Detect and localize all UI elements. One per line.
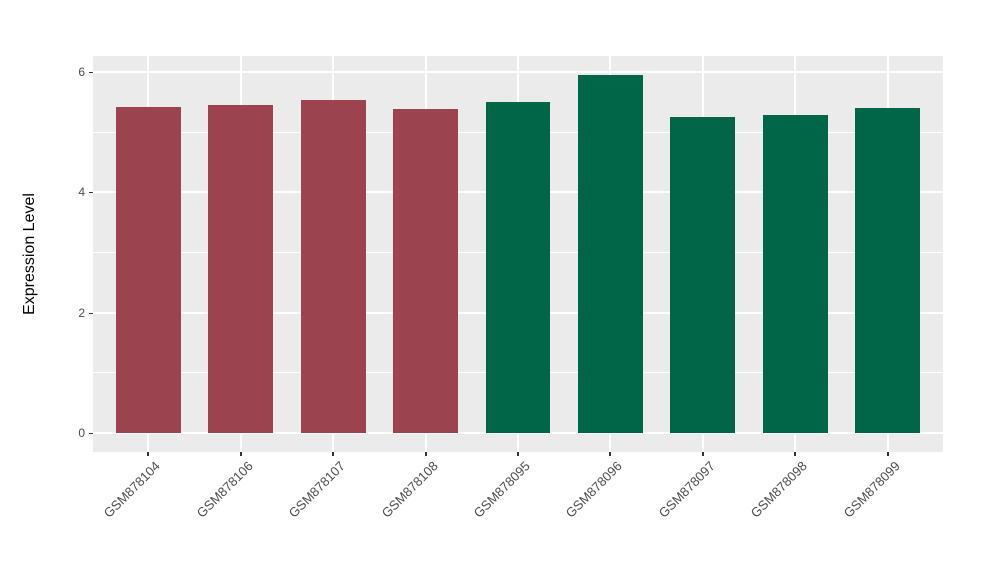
x-tick-mark [147, 452, 150, 456]
plot-panel [93, 56, 943, 452]
bar-GSM878106 [208, 105, 274, 433]
bar-GSM878096 [578, 75, 643, 433]
y-tick-label: 2 [78, 305, 85, 320]
y-tick-mark [89, 192, 93, 194]
x-tick-mark [701, 452, 704, 456]
y-tick-mark [89, 312, 93, 314]
bar-GSM878104 [116, 107, 181, 433]
x-tick-label-GSM878099: GSM878099 [840, 458, 903, 521]
y-tick-label: 4 [78, 185, 85, 200]
bar-GSM878108 [393, 109, 458, 433]
x-tick-label-GSM878097: GSM878097 [655, 458, 718, 521]
x-tick-label-GSM878107: GSM878107 [285, 458, 349, 521]
x-tick-label-GSM878098: GSM878098 [747, 458, 811, 521]
x-tick-mark [609, 452, 612, 456]
x-tick-label-GSM878104: GSM878104 [101, 458, 164, 521]
y-tick-mark [89, 72, 93, 74]
x-tick-label-GSM878108: GSM878108 [378, 458, 441, 521]
x-tick-mark [424, 452, 427, 456]
y-axis-title-text: Expression Level [21, 193, 38, 315]
y-tick-label: 0 [78, 425, 85, 440]
x-tick-mark [794, 452, 797, 456]
x-tick-label-GSM878106: GSM878106 [193, 458, 256, 521]
bar-GSM878095 [485, 102, 551, 433]
bar-GSM878107 [300, 100, 366, 433]
bar-GSM878099 [855, 108, 920, 433]
bar-GSM878098 [762, 114, 828, 433]
bar-GSM878097 [670, 117, 736, 433]
x-tick-mark [239, 452, 242, 456]
x-tick-label-GSM878096: GSM878096 [563, 458, 626, 521]
y-tick-label: 6 [78, 65, 85, 80]
x-tick-mark [886, 452, 889, 456]
x-tick-mark [332, 452, 335, 456]
x-tick-mark [517, 452, 519, 456]
x-tick-label-GSM878095: GSM878095 [470, 458, 533, 521]
y-tick-mark [89, 432, 93, 434]
